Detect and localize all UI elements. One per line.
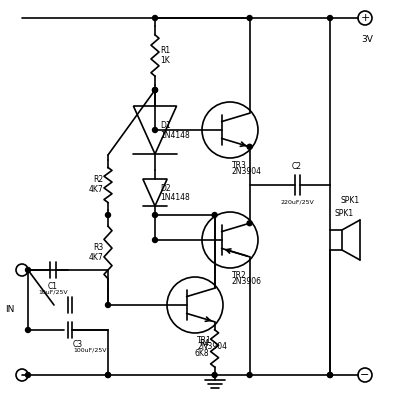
Text: TR3: TR3 bbox=[232, 161, 247, 170]
Text: R2: R2 bbox=[93, 175, 103, 185]
Circle shape bbox=[247, 221, 252, 226]
Circle shape bbox=[247, 144, 252, 149]
Text: 3V: 3V bbox=[361, 35, 373, 44]
Text: TR1: TR1 bbox=[197, 336, 212, 345]
Circle shape bbox=[152, 128, 158, 133]
Circle shape bbox=[25, 327, 31, 333]
Text: 4K7: 4K7 bbox=[88, 253, 103, 262]
Circle shape bbox=[152, 238, 158, 242]
Text: 2N3906: 2N3906 bbox=[232, 277, 262, 286]
Circle shape bbox=[25, 268, 31, 272]
Text: 1N4148: 1N4148 bbox=[160, 193, 190, 202]
Circle shape bbox=[25, 373, 31, 377]
Circle shape bbox=[247, 15, 252, 21]
Circle shape bbox=[152, 88, 158, 93]
Circle shape bbox=[328, 15, 332, 21]
Circle shape bbox=[105, 373, 111, 377]
Text: 6K8: 6K8 bbox=[195, 349, 210, 358]
Text: 4K7: 4K7 bbox=[88, 185, 103, 194]
Circle shape bbox=[212, 213, 217, 217]
Text: −: − bbox=[360, 370, 370, 380]
Circle shape bbox=[212, 373, 217, 377]
Circle shape bbox=[152, 88, 158, 93]
Circle shape bbox=[105, 303, 111, 308]
Text: R1: R1 bbox=[160, 46, 170, 55]
Circle shape bbox=[328, 373, 332, 377]
Text: 1K: 1K bbox=[160, 56, 170, 65]
Circle shape bbox=[328, 373, 332, 377]
Text: C2: C2 bbox=[292, 162, 302, 171]
Circle shape bbox=[152, 213, 158, 217]
Text: 220uF/25V: 220uF/25V bbox=[280, 199, 314, 204]
Circle shape bbox=[247, 373, 252, 377]
Text: 100uF/25V: 100uF/25V bbox=[73, 347, 107, 352]
Text: IN: IN bbox=[5, 305, 14, 314]
Circle shape bbox=[105, 373, 111, 377]
Text: SPK1: SPK1 bbox=[334, 209, 353, 218]
Text: 1N4148: 1N4148 bbox=[160, 131, 190, 139]
Text: +: + bbox=[360, 13, 370, 23]
Circle shape bbox=[105, 213, 111, 217]
Text: R4: R4 bbox=[199, 339, 210, 348]
Text: C1: C1 bbox=[48, 282, 58, 291]
Text: D1: D1 bbox=[160, 122, 171, 131]
Text: SPK1: SPK1 bbox=[340, 196, 359, 205]
Text: 2N3904: 2N3904 bbox=[232, 167, 262, 176]
Text: 2N3904: 2N3904 bbox=[197, 342, 227, 351]
Text: C3: C3 bbox=[73, 340, 83, 349]
Circle shape bbox=[152, 15, 158, 21]
Text: R3: R3 bbox=[93, 243, 103, 252]
Text: 10uF/25V: 10uF/25V bbox=[38, 289, 68, 294]
Text: D2: D2 bbox=[160, 184, 171, 193]
Text: TR2: TR2 bbox=[232, 271, 247, 280]
